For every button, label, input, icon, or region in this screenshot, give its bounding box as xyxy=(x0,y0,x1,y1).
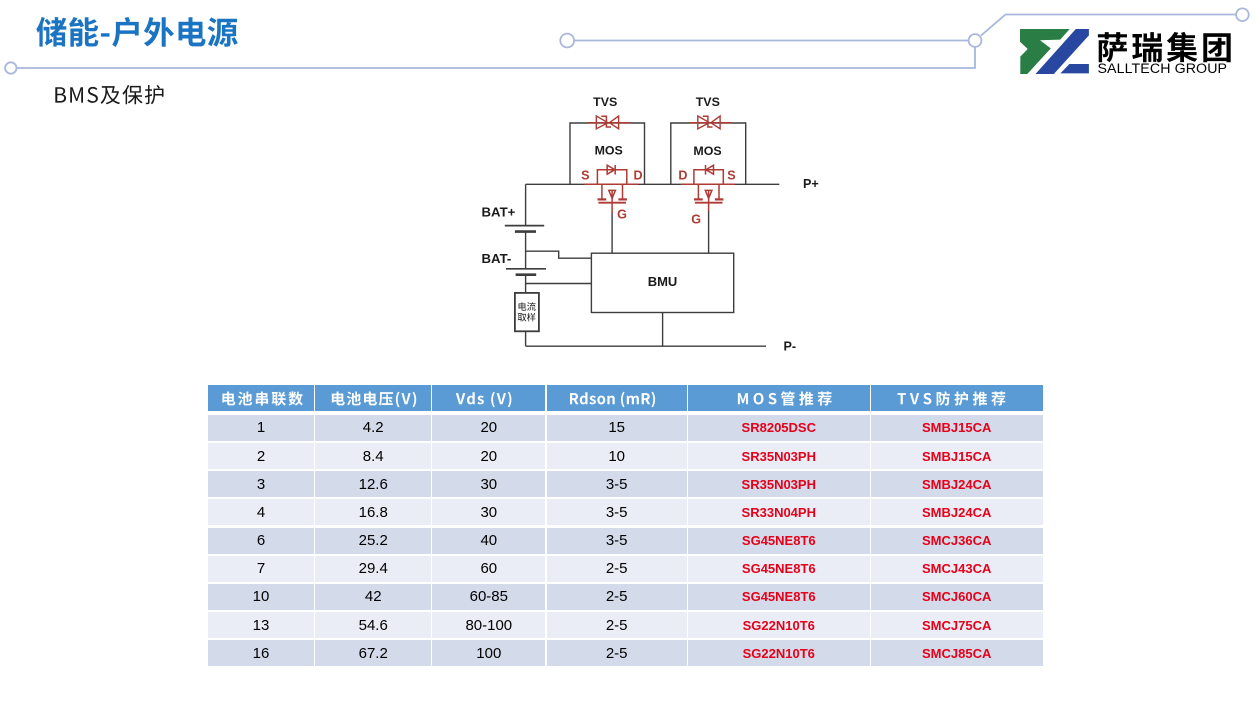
svg-text:BMU: BMU xyxy=(648,274,678,289)
svg-text:BAT-: BAT- xyxy=(482,251,512,266)
svg-text:S: S xyxy=(727,169,735,183)
svg-text:MOS: MOS xyxy=(693,144,721,158)
svg-text:MOS: MOS xyxy=(595,143,623,157)
svg-text:BAT+: BAT+ xyxy=(482,204,516,219)
svg-text:TVS: TVS xyxy=(593,95,617,109)
svg-text:G: G xyxy=(691,213,701,227)
svg-text:G: G xyxy=(617,208,627,222)
svg-text:S: S xyxy=(581,169,589,183)
svg-text:D: D xyxy=(678,169,687,183)
svg-text:D: D xyxy=(634,169,643,183)
svg-text:TVS: TVS xyxy=(696,95,720,109)
svg-text:P+: P+ xyxy=(803,177,819,191)
svg-text:SALLTECH GROUP: SALLTECH GROUP xyxy=(1098,61,1228,77)
svg-text:P-: P- xyxy=(784,339,797,353)
